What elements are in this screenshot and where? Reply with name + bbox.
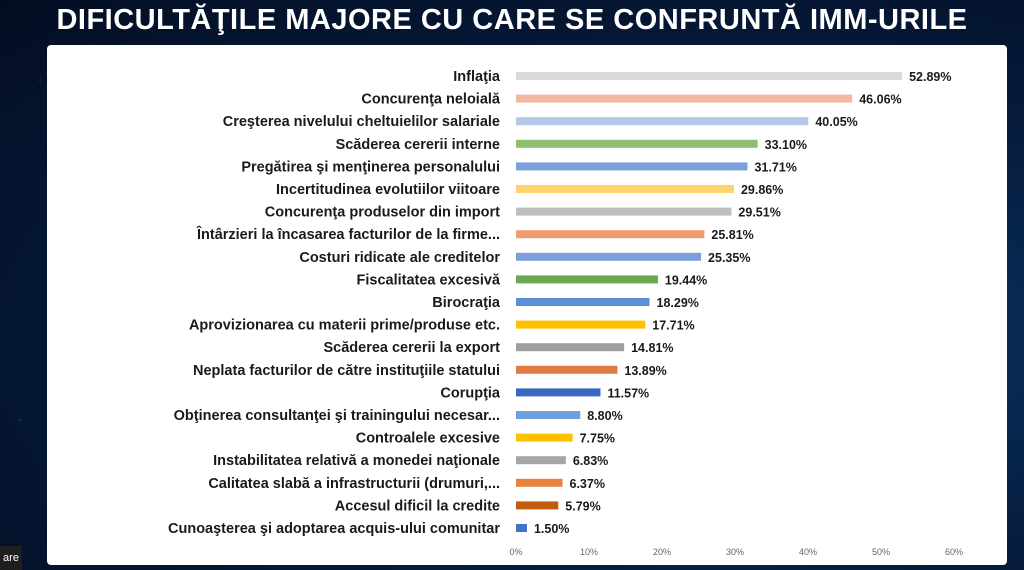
category-label: Cunoaşterea şi adoptarea acquis-ului com… <box>168 521 500 537</box>
value-label: 40.05% <box>815 115 857 129</box>
bar <box>516 117 809 126</box>
value-label: 13.89% <box>624 364 666 378</box>
value-label: 14.81% <box>631 341 673 355</box>
bar <box>516 320 646 329</box>
value-label: 18.29% <box>657 296 699 310</box>
category-label: Calitatea slabă a infrastructurii (drumu… <box>208 476 500 492</box>
value-label: 6.37% <box>570 477 605 491</box>
bar <box>516 478 563 487</box>
category-label: Scăderea cererii la export <box>323 340 500 356</box>
x-tick-label: 30% <box>726 547 744 557</box>
category-label: Aprovizionarea cu materii prime/produse … <box>189 318 500 334</box>
bar <box>516 185 734 193</box>
category-label: Accesul dificil la credite <box>335 498 500 514</box>
x-tick-label: 50% <box>872 547 890 557</box>
value-label: 1.50% <box>534 522 569 536</box>
value-label: 52.89% <box>909 70 951 84</box>
bar <box>516 275 658 284</box>
bar <box>516 298 650 306</box>
value-label: 29.86% <box>741 183 783 197</box>
category-label: Concurenţa produselor din import <box>265 205 500 221</box>
value-label: 46.06% <box>859 93 901 107</box>
value-label: 31.71% <box>754 160 796 174</box>
category-label: Pregătirea şi menţinerea personalului <box>241 159 500 175</box>
category-label: Obţinerea consultanţei şi trainingului n… <box>174 408 500 424</box>
value-label: 19.44% <box>665 273 707 287</box>
value-label: 7.75% <box>580 432 615 446</box>
value-label: 25.35% <box>708 251 750 265</box>
value-label: 5.79% <box>565 499 600 513</box>
bar <box>516 456 566 465</box>
bar <box>516 365 618 374</box>
bar <box>516 433 573 442</box>
x-tick-label: 60% <box>945 547 963 557</box>
value-label: 29.51% <box>738 206 780 220</box>
bar <box>516 162 748 171</box>
category-label: Instabilitatea relativă a monedei naţion… <box>213 453 500 469</box>
value-label: 6.83% <box>573 454 608 468</box>
value-label: 25.81% <box>711 228 753 242</box>
value-label: 8.80% <box>587 409 622 423</box>
corner-label: are <box>0 546 22 570</box>
category-label: Corupţia <box>440 385 501 401</box>
category-label: Inflaţia <box>453 69 501 85</box>
category-label: Incertitudinea evolutiilor viitoare <box>276 182 500 198</box>
bar <box>516 139 758 148</box>
bar <box>516 501 559 510</box>
x-tick-label: 20% <box>653 547 671 557</box>
category-label: Birocraţia <box>432 295 501 311</box>
bar <box>516 72 903 80</box>
bar <box>516 230 705 239</box>
bar <box>516 252 702 261</box>
category-label: Creşterea nivelului cheltuielilor salari… <box>223 114 500 130</box>
category-label: Întârzieri la încasarea facturilor de la… <box>196 225 500 243</box>
bar <box>516 94 853 103</box>
value-label: 33.10% <box>765 138 807 152</box>
bar <box>516 388 601 397</box>
bar <box>516 524 527 532</box>
slide-title: DIFICULTĂŢILE MAJORE CU CARE SE CONFRUNT… <box>56 4 968 36</box>
x-tick-label: 40% <box>799 547 817 557</box>
value-label: 11.57% <box>607 386 649 400</box>
category-label: Fiscalitatea excesivă <box>357 272 501 288</box>
chart-panel: Inflaţia 52.89% Concurenţa neloială 46.06% C… <box>47 45 1007 565</box>
x-tick-label: 0% <box>509 547 522 557</box>
category-label: Scăderea cererii interne <box>336 137 500 153</box>
category-label: Costuri ridicate ale creditelor <box>299 250 500 266</box>
bar-chart: Inflaţia 52.89% Concurenţa neloială 46.06% C… <box>168 69 963 557</box>
category-label: Concurenţa neloială <box>361 92 501 108</box>
value-label: 17.71% <box>652 319 694 333</box>
category-label: Controalele excesive <box>356 431 500 447</box>
x-tick-label: 10% <box>580 547 598 557</box>
category-label: Neplata facturilor de către instituţiile… <box>193 363 500 379</box>
bar <box>516 411 581 419</box>
bar <box>516 343 625 352</box>
bar <box>516 207 732 216</box>
